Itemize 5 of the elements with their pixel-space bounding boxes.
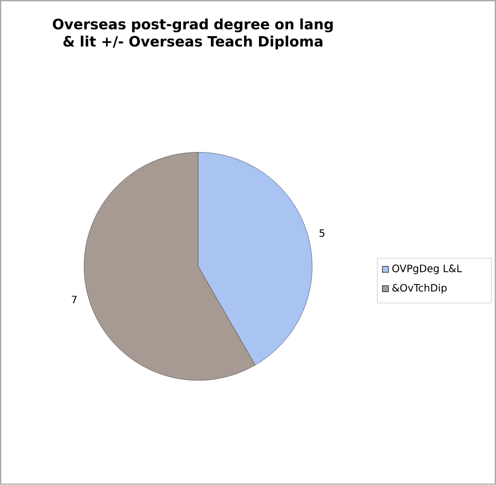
chart-title: Overseas post-grad degree on lang & lit +/- Overseas Teach Diploma: [52, 18, 333, 50]
data-label: 5: [320, 229, 324, 237]
data-label: 7: [72, 296, 77, 304]
legend-label: &OvTchDip: [392, 284, 447, 294]
legend-label: OVPgDeg L&L: [392, 264, 462, 274]
